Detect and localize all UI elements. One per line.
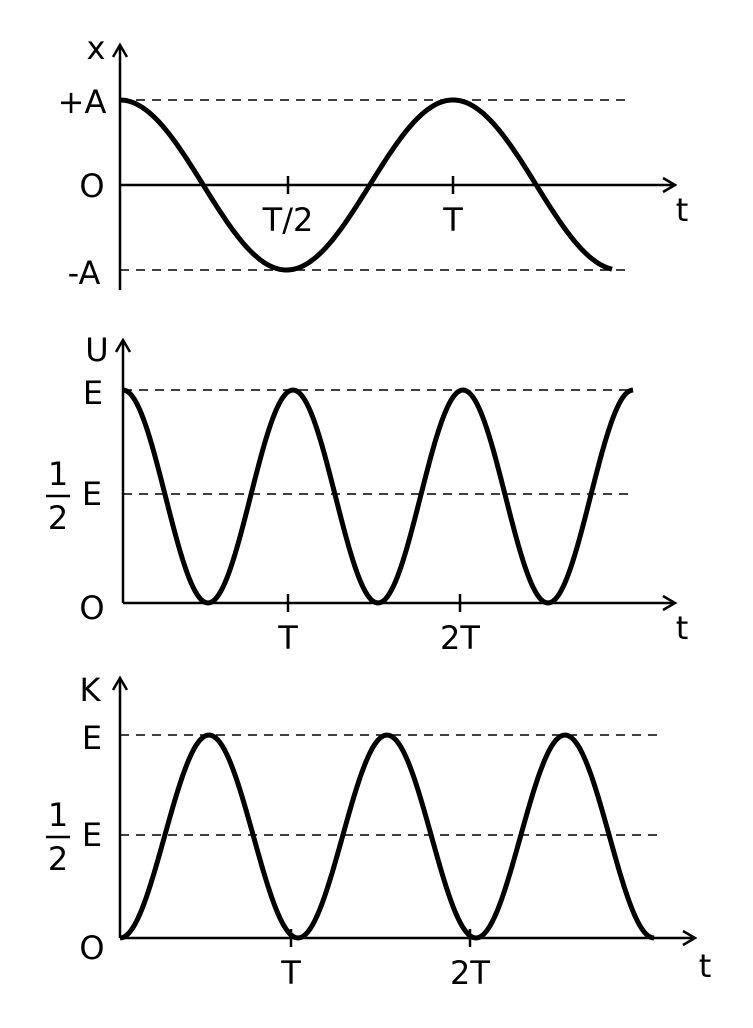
label: -A bbox=[68, 254, 101, 292]
y-arrow bbox=[114, 337, 132, 353]
label: E bbox=[82, 719, 102, 757]
label: T bbox=[280, 954, 301, 992]
label: K bbox=[80, 671, 102, 709]
label: 1 bbox=[48, 455, 68, 493]
curve bbox=[119, 97, 613, 273]
label: 1 bbox=[48, 796, 68, 834]
label: O bbox=[79, 167, 104, 205]
label: 2 bbox=[48, 499, 68, 537]
label: O bbox=[79, 929, 104, 967]
curve bbox=[119, 732, 655, 941]
label: x bbox=[87, 29, 106, 67]
label: E bbox=[83, 374, 103, 412]
label: 2T bbox=[450, 954, 490, 992]
y-arrow bbox=[111, 675, 129, 691]
curve bbox=[122, 387, 634, 606]
label: E bbox=[82, 816, 102, 854]
label: +A bbox=[58, 83, 107, 121]
x-arrow bbox=[662, 176, 678, 194]
label: t bbox=[699, 947, 712, 985]
y-arrow bbox=[111, 42, 129, 58]
label: U bbox=[85, 331, 108, 369]
label: T bbox=[442, 201, 463, 239]
label: T/2 bbox=[262, 201, 314, 239]
x-arrow bbox=[682, 929, 698, 947]
label: E bbox=[82, 475, 102, 513]
label: t bbox=[676, 191, 689, 229]
label: 2T bbox=[440, 619, 480, 657]
label: t bbox=[676, 609, 689, 647]
x-arrow bbox=[662, 594, 678, 612]
label: O bbox=[79, 589, 104, 627]
label: T bbox=[277, 619, 298, 657]
label: 2 bbox=[48, 840, 68, 878]
